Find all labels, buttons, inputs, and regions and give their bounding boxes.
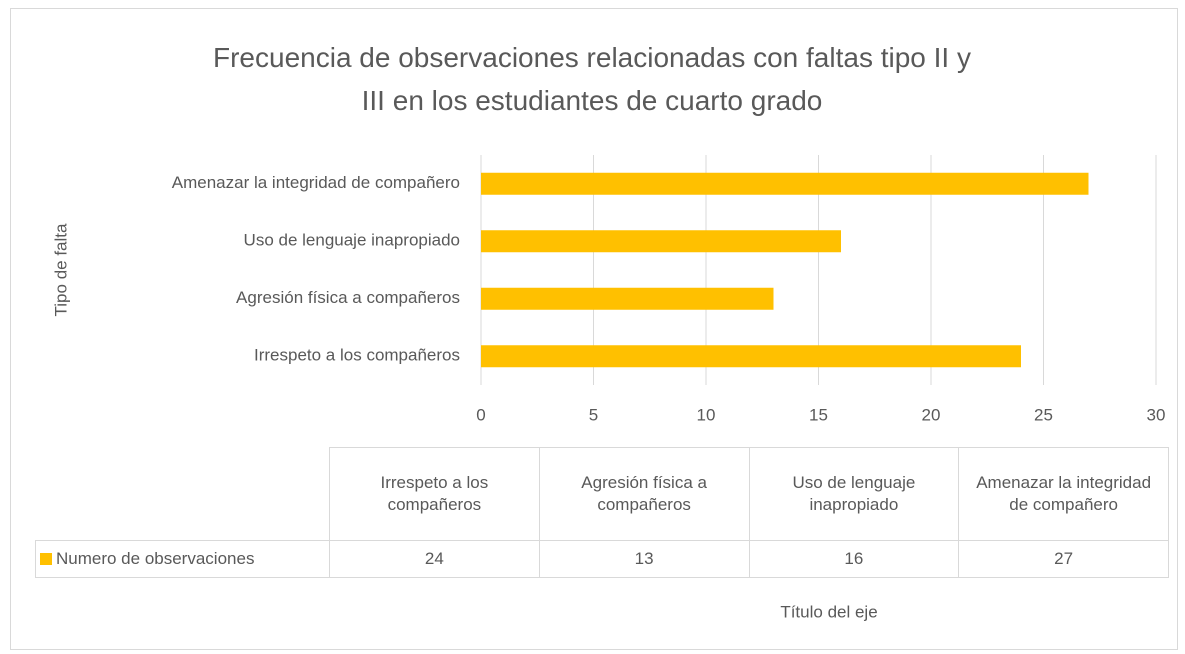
x-tick-label: 0 — [476, 405, 485, 424]
y-tick-label: Agresión física a compañeros — [236, 288, 460, 307]
table-value: 27 — [958, 540, 1169, 578]
y-tick-label: Amenazar la integridad de compañero — [172, 173, 460, 192]
legend-label: Numero de observaciones — [56, 549, 255, 568]
bar — [481, 172, 1089, 195]
chart-title: Frecuencia de observaciones relacionadas… — [213, 42, 971, 116]
y-tick-label: Irrespeto a los compañeros — [254, 346, 460, 365]
legend-swatch — [40, 553, 52, 565]
table-header: Uso de lenguaje inapropiado — [748, 447, 960, 541]
x-tick-label: 15 — [809, 405, 828, 424]
table-value: 16 — [748, 540, 960, 578]
bar — [481, 345, 1021, 368]
x-tick-label: 10 — [697, 405, 716, 424]
table-header: Amenazar la integridad de compañero — [958, 447, 1169, 541]
x-tick-label: 30 — [1147, 405, 1166, 424]
x-tick-label: 20 — [922, 405, 941, 424]
y-tick-label: Uso de lenguaje inapropiado — [244, 231, 460, 250]
x-tick-label: 5 — [589, 405, 598, 424]
table-value: 13 — [538, 540, 750, 578]
bar — [481, 230, 841, 253]
table-legend: Numero de observaciones — [35, 540, 330, 578]
bar — [481, 287, 774, 310]
table-header: Agresión física a compañeros — [538, 447, 750, 541]
x-tick-label: 25 — [1034, 405, 1053, 424]
x-axis-title: Título del eje — [780, 602, 877, 621]
table-header: Irrespeto a los compañeros — [329, 447, 540, 541]
y-axis-title: Tipo de falta — [51, 223, 70, 316]
table-value: 24 — [329, 540, 540, 578]
